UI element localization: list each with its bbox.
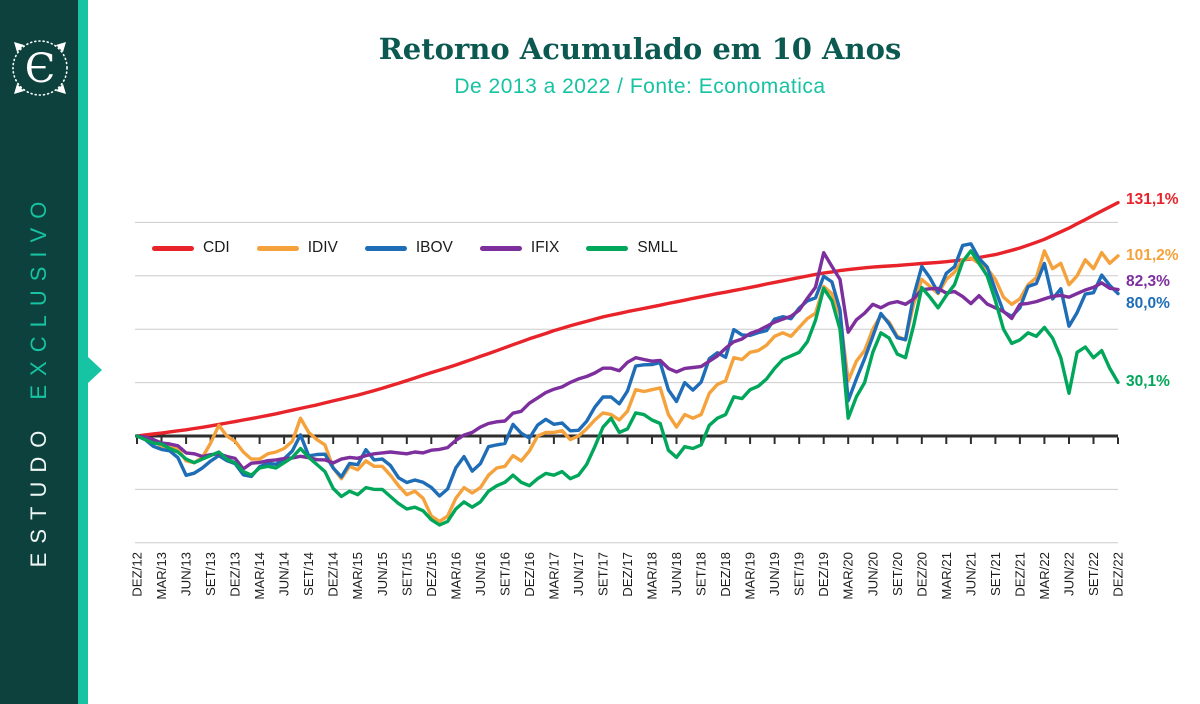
x-axis-label: MAR/18 (645, 552, 660, 600)
x-axis-label: MAR/15 (350, 552, 365, 600)
x-axis-label: JUN/19 (767, 552, 782, 596)
legend-swatch-ifix (479, 245, 522, 251)
chart-gridlines (135, 221, 1118, 544)
x-axis-label: DEZ/18 (718, 552, 733, 597)
x-axis-label: DEZ/19 (816, 552, 831, 597)
x-axis-label: DEZ/20 (914, 552, 929, 597)
x-axis-label: SET/21 (988, 552, 1003, 596)
page-subtitle: De 2013 a 2022 / Fonte: Economatica (454, 75, 826, 98)
x-axis-label: JUN/13 (179, 552, 194, 596)
logo-ring (12, 40, 68, 96)
x-axis-label: DEZ/17 (620, 552, 635, 597)
logo-corner-ne (56, 42, 66, 52)
legend-item-ibov: IBOV (364, 239, 453, 257)
x-axis-label: SET/17 (596, 552, 611, 596)
x-axis-label: MAR/17 (546, 552, 561, 600)
x-axis-label: DEZ/13 (228, 552, 243, 597)
x-axis-label: MAR/21 (939, 552, 954, 600)
x-axis-label: MAR/14 (252, 552, 267, 600)
series-line-smll (135, 249, 1120, 527)
x-axis-label: JUN/16 (473, 552, 488, 596)
end-label-smll: 30,1% (1126, 373, 1170, 390)
x-axis-label: SET/15 (399, 552, 414, 596)
end-label-idiv: 101,2% (1126, 247, 1179, 264)
x-axis-label: DEZ/15 (424, 552, 439, 597)
x-axis-label: MAR/20 (841, 552, 856, 600)
end-label-ibov: 80,0% (1126, 295, 1170, 312)
x-axis-label: JUN/15 (375, 552, 390, 596)
sidebar-text-exclusivo: EXCLUSIVO (26, 192, 51, 400)
x-axis-label: DEZ/12 (130, 552, 145, 597)
x-axis-label: MAR/16 (448, 552, 463, 600)
x-axis-label: DEZ/22 (1111, 552, 1126, 597)
series-line-ifix (135, 250, 1120, 471)
legend-swatch-cdi (152, 245, 194, 251)
sidebar-text-estudo: ESTUDO (26, 421, 51, 568)
x-axis-label: SET/16 (497, 552, 512, 596)
logo-corner-sw (14, 84, 24, 94)
legend-label-ifix: IFIX (530, 239, 560, 256)
zero-axis (135, 434, 1119, 444)
legend-swatch-smll (586, 245, 629, 251)
logo-corner-se (56, 84, 66, 94)
x-axis-label: SET/20 (890, 552, 905, 596)
x-axis-label: SET/13 (203, 552, 218, 596)
chart-legend: CDI IDIV IBOV IFIX SMLL (152, 239, 678, 257)
logo-glyph: Є (25, 46, 56, 92)
sidebar-vertical-text: ESTUDO EXCLUSIVO (0, 165, 78, 595)
x-axis-label: MAR/22 (1037, 552, 1052, 600)
legend-item-ifix: IFIX (479, 239, 560, 257)
legend-label-cdi: CDI (203, 239, 230, 256)
sidebar-arrow-icon (88, 357, 102, 383)
legend-item-cdi: CDI (152, 239, 230, 257)
series-line-ibov (135, 242, 1120, 498)
economatica-logo: Є (12, 40, 68, 96)
legend-item-idiv: IDIV (256, 239, 338, 257)
page-title: Retorno Acumulado em 10 Anos (378, 32, 902, 66)
x-axis-label: JUN/21 (963, 552, 978, 596)
legend-label-smll: SMLL (637, 239, 678, 256)
end-label-cdi: 131,1% (1126, 191, 1179, 208)
x-axis-label: SET/18 (694, 552, 709, 596)
x-axis-label: MAR/13 (154, 552, 169, 600)
x-axis-label: SET/14 (301, 552, 316, 596)
x-axis-label: DEZ/21 (1012, 552, 1027, 597)
x-axis-label: JUN/17 (571, 552, 586, 596)
end-label-ifix: 82,3% (1126, 273, 1170, 290)
x-axis-label: DEZ/14 (326, 552, 341, 597)
x-axis-label: SET/22 (1086, 552, 1101, 596)
logo-corner-nw (14, 42, 24, 52)
legend-label-idiv: IDIV (307, 239, 338, 256)
x-axis-label: JUN/14 (277, 552, 292, 596)
legend-label-ibov: IBOV (415, 239, 453, 256)
x-axis-label: SET/19 (792, 552, 807, 596)
legend-swatch-idiv (256, 245, 299, 251)
x-axis-label: DEZ/16 (522, 552, 537, 597)
series-line-idiv (135, 249, 1120, 524)
x-axis-label: MAR/19 (743, 552, 758, 600)
x-axis-label: JUN/20 (865, 552, 880, 596)
sidebar-accent-stripe (78, 0, 88, 704)
legend-item-smll: SMLL (586, 239, 678, 257)
x-axis-labels: DEZ/12 MAR/13 JUN/13 SET/13 DEZ/13 MAR/14 JUN/… (130, 552, 1126, 600)
series-line-cdi (135, 200, 1120, 438)
legend-swatch-ibov (364, 245, 407, 251)
sidebar: Є ESTUDO EXCLUSIVO (0, 0, 78, 704)
x-axis-label: JUN/18 (669, 552, 684, 596)
x-axis-label: JUN/22 (1062, 552, 1077, 596)
